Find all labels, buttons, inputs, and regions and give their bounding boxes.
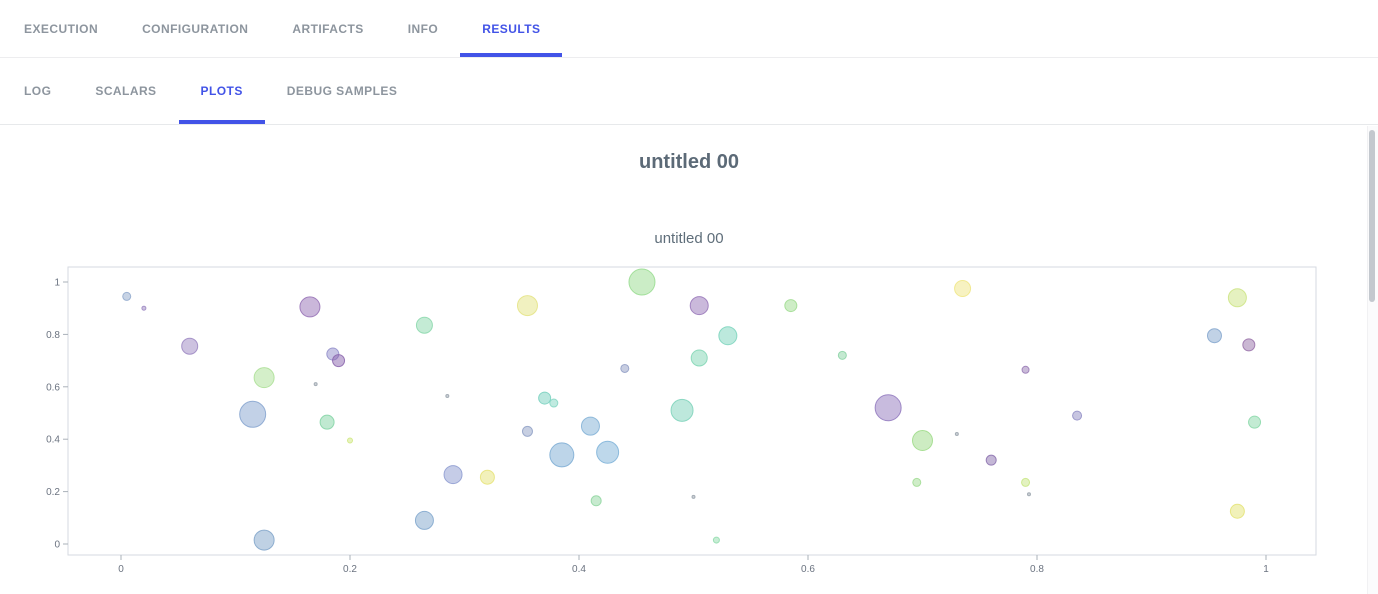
- scatter-point[interactable]: [712, 536, 720, 544]
- scatter-point[interactable]: [580, 416, 600, 436]
- scatter-point[interactable]: [443, 465, 463, 485]
- scatter-point[interactable]: [596, 440, 620, 464]
- x-tick-label: 0.4: [572, 564, 586, 575]
- scrollbar-thumb[interactable]: [1369, 130, 1375, 302]
- y-tick-label: 0.8: [46, 330, 60, 341]
- scatter-point[interactable]: [239, 400, 267, 428]
- scatter-point[interactable]: [874, 394, 902, 422]
- scatter-point[interactable]: [1248, 415, 1262, 429]
- scatter-point[interactable]: [689, 296, 709, 316]
- scatter-point[interactable]: [347, 437, 353, 444]
- scatter-point[interactable]: [954, 280, 972, 298]
- x-tick-label: 0.6: [801, 564, 815, 575]
- scatter-point[interactable]: [445, 393, 450, 398]
- scatter-point[interactable]: [1229, 503, 1245, 519]
- scatter-point[interactable]: [521, 425, 533, 437]
- scatter-point[interactable]: [784, 299, 798, 313]
- scatter-point[interactable]: [837, 350, 847, 360]
- scatter-point[interactable]: [691, 494, 696, 499]
- tab-artifacts[interactable]: ARTIFACTS: [292, 21, 364, 36]
- subtab-scalars[interactable]: SCALARS: [95, 84, 157, 98]
- tab-results[interactable]: RESULTS: [460, 0, 563, 57]
- y-tick-label: 0.2: [46, 487, 60, 498]
- scatter-point[interactable]: [1026, 492, 1031, 497]
- scatter-point[interactable]: [1072, 410, 1083, 421]
- scatter-point[interactable]: [414, 510, 434, 530]
- subtab-log[interactable]: LOG: [24, 84, 52, 98]
- x-tick-label: 0: [118, 564, 124, 575]
- sub-tabs-bar: LOG SCALARS PLOTS DEBUG SAMPLES: [0, 58, 1378, 125]
- scatter-point[interactable]: [670, 398, 694, 422]
- scatter-point[interactable]: [1206, 328, 1222, 344]
- scatter-point[interactable]: [253, 367, 275, 389]
- scatter-point[interactable]: [985, 454, 997, 466]
- scatter-point[interactable]: [954, 431, 959, 436]
- y-tick-label: 0: [54, 540, 60, 551]
- scrollbar-track[interactable]: [1367, 126, 1378, 594]
- scatter-point[interactable]: [141, 305, 147, 311]
- scatter-point[interactable]: [1021, 365, 1030, 374]
- tab-info[interactable]: INFO: [407, 21, 439, 36]
- scatter-point[interactable]: [415, 316, 433, 334]
- y-tick-label: 0.4: [46, 435, 60, 446]
- subtab-plots[interactable]: PLOTS: [178, 58, 265, 124]
- main-tabs: EXECUTION CONFIGURATION ARTIFACTS INFO RESUL…: [2, 0, 563, 57]
- sub-tabs: LOG SCALARS PLOTS DEBUG SAMPLES: [2, 58, 419, 124]
- plot-section-title: untitled 00: [638, 151, 739, 173]
- scatter-point[interactable]: [912, 430, 933, 452]
- scatter-point[interactable]: [122, 291, 132, 301]
- scatter-point[interactable]: [1021, 477, 1031, 487]
- scatter-point[interactable]: [332, 354, 346, 368]
- scatter-chart[interactable]: 0 0.2 0.4 0.6 0.8 1 0 0.2 0.4 0.6 0.8 1: [18, 259, 1358, 589]
- scatter-point[interactable]: [538, 391, 552, 405]
- x-tick-label: 0.8: [1030, 564, 1044, 575]
- scatter-point[interactable]: [313, 382, 318, 387]
- chart-title: untitled 00: [654, 230, 724, 247]
- scatter-point[interactable]: [319, 414, 335, 430]
- scatter-point[interactable]: [690, 349, 708, 367]
- scatter-point[interactable]: [253, 529, 275, 551]
- tab-configuration[interactable]: CONFIGURATION: [142, 21, 249, 36]
- scatter-point[interactable]: [479, 469, 495, 485]
- scatter-point[interactable]: [1227, 288, 1247, 308]
- content-area: untitled 00 untitled 00 0 0.2 0.4 0.6 0.8 1 0 0…: [0, 125, 1378, 594]
- scatter-point[interactable]: [718, 326, 738, 346]
- scatter-point[interactable]: [590, 495, 602, 507]
- scatter-point[interactable]: [549, 442, 575, 468]
- subtab-debug-samples[interactable]: DEBUG SAMPLES: [286, 84, 398, 98]
- plot-card: 0 0.2 0.4 0.6 0.8 1 0 0.2 0.4 0.6 0.8 1: [18, 259, 1360, 594]
- scatter-point[interactable]: [299, 296, 321, 318]
- scatter-point[interactable]: [516, 295, 538, 317]
- scatter-point[interactable]: [628, 268, 656, 296]
- plot-frame: [67, 266, 1317, 556]
- main-tabs-bar: EXECUTION CONFIGURATION ARTIFACTS INFO RESUL…: [0, 0, 1378, 58]
- scatter-point[interactable]: [620, 363, 630, 373]
- y-tick-label: 0.6: [46, 382, 60, 393]
- tab-execution[interactable]: EXECUTION: [24, 21, 99, 36]
- scatter-point[interactable]: [1242, 338, 1256, 352]
- scatter-point[interactable]: [912, 477, 922, 487]
- x-tick-label: 0.2: [343, 564, 357, 575]
- scatter-point[interactable]: [549, 398, 559, 408]
- scatter-point[interactable]: [181, 337, 199, 355]
- x-tick-label: 1: [1263, 564, 1269, 575]
- y-tick-label: 1: [54, 278, 60, 289]
